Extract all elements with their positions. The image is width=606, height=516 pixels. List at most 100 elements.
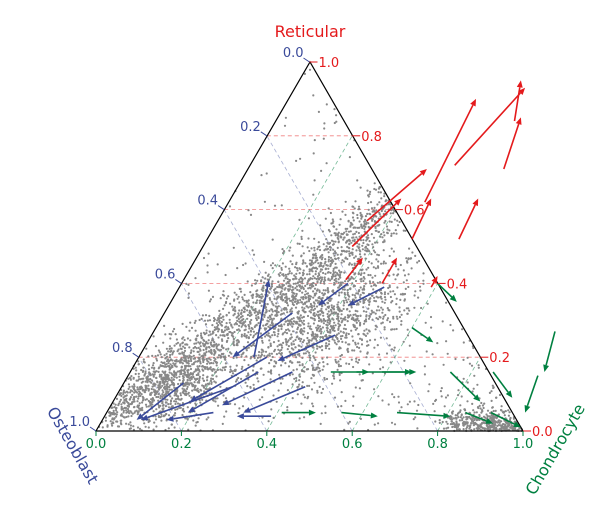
scatter-point (337, 257, 340, 260)
scatter-point (153, 393, 156, 397)
scatter-point (364, 334, 368, 337)
scatter-point (296, 361, 299, 364)
triangle-border (94, 60, 525, 432)
scatter-point (227, 337, 230, 340)
scatter-point (255, 314, 258, 317)
scatter-point (323, 262, 326, 265)
velocity-arrow (449, 371, 481, 402)
scatter-point (335, 114, 338, 117)
scatter-point (270, 352, 273, 355)
scatter-point (285, 307, 288, 310)
scatter-point (154, 345, 158, 348)
scatter-point (469, 417, 472, 420)
scatter-point (468, 362, 471, 365)
scatter-point (367, 299, 370, 302)
scatter-point (144, 372, 147, 375)
scatter-point (242, 321, 245, 324)
scatter-point (215, 347, 218, 350)
scatter-point (382, 249, 385, 252)
scatter-point (372, 209, 375, 212)
scatter-point (152, 410, 155, 413)
scatter-point (327, 207, 330, 210)
scatter-point (132, 425, 135, 428)
scatter-point (488, 391, 491, 394)
scatter-point (342, 260, 346, 263)
scatter-point (354, 200, 357, 203)
scatter-point (288, 360, 292, 363)
scatter-point (298, 289, 301, 293)
scatter-point (187, 283, 190, 286)
scatter-point (350, 358, 353, 361)
scatter-point (374, 312, 377, 315)
scatter-point (295, 376, 298, 380)
scatter-point (331, 327, 334, 330)
scatter-point (208, 319, 212, 322)
scatter-point (106, 425, 109, 428)
scatter-point (372, 288, 375, 291)
scatter-point (237, 317, 240, 321)
scatter-point (372, 281, 375, 284)
scatter-point (134, 372, 137, 376)
scatter-point (358, 253, 362, 256)
scatter-point (321, 311, 324, 314)
scatter-point (319, 327, 322, 330)
scatter-point (270, 283, 273, 286)
tick-osteoblast (89, 426, 97, 432)
tick-label-chondrocyte: 0.2 (171, 437, 192, 452)
scatter-point (308, 268, 311, 271)
scatter-point (258, 299, 261, 302)
scatter-point (207, 252, 210, 255)
scatter-point (299, 340, 302, 343)
scatter-point (296, 242, 299, 245)
arrow-shaft (283, 334, 336, 359)
scatter-point (305, 265, 308, 268)
scatter-point (507, 409, 510, 412)
scatter-point (275, 314, 278, 317)
scatter-point (209, 333, 212, 336)
scatter-point (241, 298, 244, 301)
velocity-arrow (232, 312, 293, 358)
scatter-point (316, 327, 320, 330)
scatter-point (233, 344, 236, 347)
scatter-point (326, 241, 329, 244)
tick-label-reticular: 0.0 (532, 425, 553, 440)
scatter-point (145, 405, 148, 408)
scatter-point (308, 384, 311, 387)
scatter-point (210, 368, 213, 371)
scatter-point (122, 396, 125, 399)
scatter-point (316, 345, 319, 348)
scatter-point (503, 410, 506, 413)
scatter-point (159, 416, 162, 419)
scatter-point (217, 404, 220, 407)
scatter-point (237, 376, 240, 380)
scatter-point (140, 368, 143, 372)
scatter-point (248, 309, 251, 312)
scatter-point (229, 368, 232, 371)
scatter-point (320, 319, 323, 322)
scatter-point (207, 357, 210, 360)
scatter-point (115, 413, 118, 416)
scatter-point (320, 330, 323, 333)
scatter-point (373, 182, 376, 185)
scatter-point (318, 245, 321, 248)
scatter-point (196, 334, 199, 337)
scatter-point (197, 417, 200, 420)
scatter-point (498, 421, 501, 424)
scatter-point (382, 231, 385, 234)
scatter-point (258, 350, 261, 354)
scatter-point (267, 290, 270, 293)
scatter-point (322, 361, 325, 364)
scatter-point (325, 245, 328, 248)
scatter-point (282, 252, 285, 255)
scatter-point (219, 348, 223, 351)
scatter-point (298, 280, 301, 283)
scatter-point (340, 337, 343, 340)
scatter-point (383, 328, 386, 331)
scatter-point (358, 235, 361, 238)
scatter-point (131, 385, 134, 388)
scatter-point (368, 193, 371, 196)
scatter-point (314, 358, 317, 361)
scatter-point (316, 310, 319, 313)
scatter-point (150, 387, 153, 391)
scatter-point (180, 365, 183, 369)
